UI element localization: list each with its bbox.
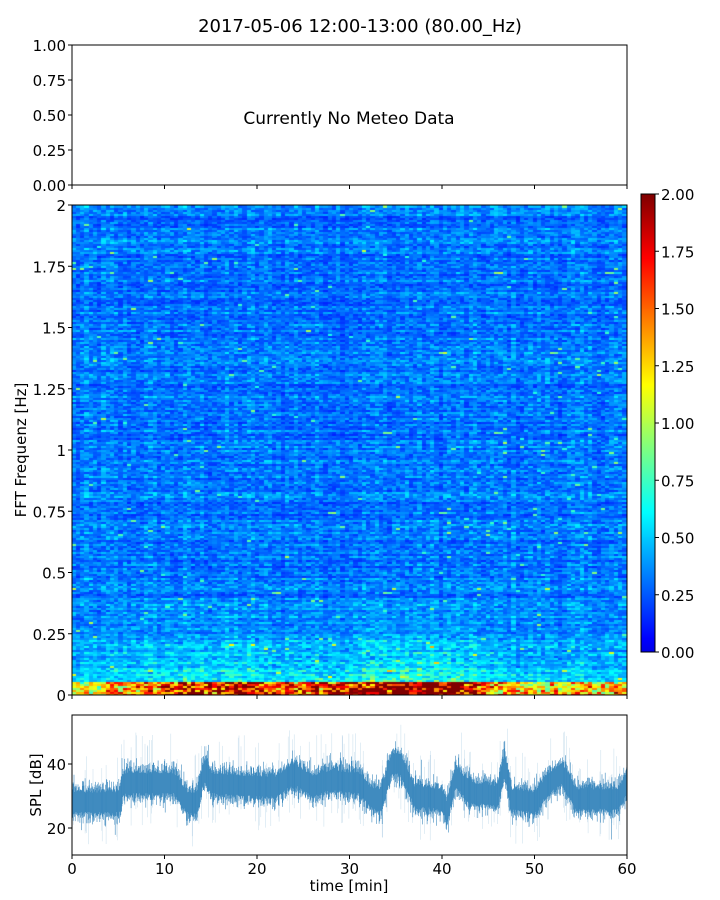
y-tick-label: 0.50 (33, 107, 66, 125)
colorbar-tick-label: 1.75 (661, 243, 694, 261)
spectrogram-axes: 0 0.25 0.5 0.75 1 1.25 1.5 1.75 2 (33, 197, 628, 705)
y-tick-label: 0.25 (33, 142, 66, 160)
y-tick-label: 0.75 (33, 72, 66, 90)
y-tick-label: 0.25 (33, 626, 66, 644)
x-tick-label: 0 (67, 860, 77, 878)
spl-xlabel: time [min] (310, 877, 389, 895)
figure-title: 2017-05-06 12:00-13:00 (80.00_Hz) (198, 16, 522, 37)
colorbar-frame (640, 193, 656, 653)
colorbar-gradient (641, 194, 655, 652)
colorbar-tick-label: 2.00 (661, 186, 694, 204)
colorbar-tick-label: 0.50 (661, 530, 694, 548)
y-tick-label: 0.75 (33, 503, 66, 521)
y-tick-label: 0.5 (42, 565, 66, 583)
y-tick-label: 0 (56, 687, 66, 705)
x-tick-label: 40 (432, 860, 451, 878)
colorbar-tick-label: 1.25 (661, 358, 694, 376)
y-tick-label: 40 (47, 756, 66, 774)
x-tick-label: 20 (247, 860, 266, 878)
colorbar-tick-label: 0.75 (661, 472, 694, 490)
spl-ylabel: SPL [dB] (27, 753, 45, 816)
x-tick-label: 60 (617, 860, 636, 878)
y-tick-label: 20 (47, 820, 66, 838)
y-tick-label: 1.5 (42, 320, 66, 338)
colorbar-tick-label: 0.25 (661, 587, 694, 605)
x-tick-label: 10 (155, 860, 174, 878)
y-tick-label: 1 (56, 442, 66, 460)
spectrogram-frame (71, 204, 628, 696)
spectrogram-image (72, 205, 627, 695)
y-tick-label: 1.75 (33, 258, 66, 276)
x-tick-label: 50 (525, 860, 544, 878)
y-tick-label: 0.00 (33, 177, 66, 195)
colorbar: 0.00 0.25 0.50 0.75 1.00 1.25 1.50 1.75 2.00 (640, 186, 694, 662)
meteo-axes: Currently No Meteo Data 0.00 0.25 0.50 0.75… (33, 37, 628, 195)
no-data-annotation: Currently No Meteo Data (243, 109, 454, 129)
x-tick-label: 30 (340, 860, 359, 878)
y-tick-label: 1.25 (33, 381, 66, 399)
spectrogram-ylabel: FFT Frequenz [Hz] (12, 383, 30, 518)
colorbar-tick-label: 1.00 (661, 415, 694, 433)
spl-series (71, 740, 628, 840)
colorbar-tick-label: 1.50 (661, 301, 694, 319)
y-tick-label: 1.00 (33, 37, 66, 55)
spl-axes: 20 40 0 10 20 30 40 50 60 (47, 714, 637, 878)
y-tick-label: 2 (56, 197, 66, 215)
colorbar-tick-label: 0.00 (661, 644, 694, 662)
